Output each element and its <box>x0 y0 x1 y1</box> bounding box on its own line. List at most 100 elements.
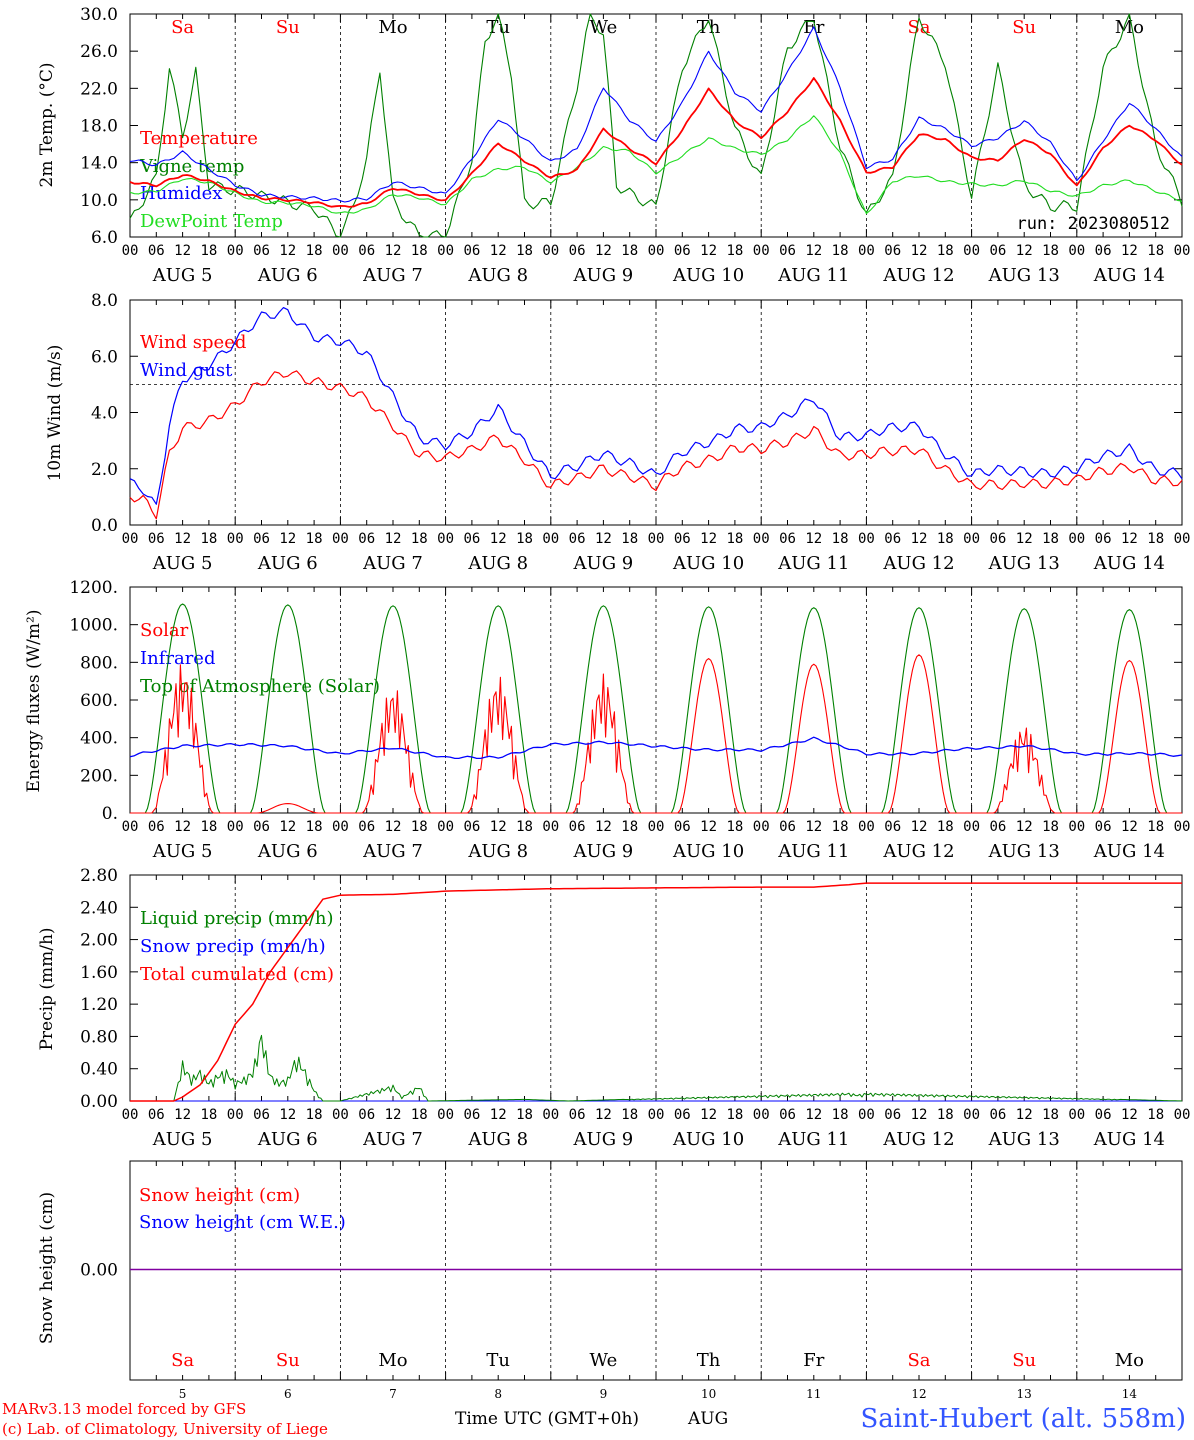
hour-tick-label: 18 <box>1042 1107 1059 1123</box>
hour-tick-label: 06 <box>1095 531 1112 547</box>
hour-tick-label: 12 <box>385 819 402 835</box>
hour-tick-label: 18 <box>832 819 849 835</box>
p4-ylabel: Precip (mm/h) <box>37 927 57 1050</box>
date-label: AUG 8 <box>467 265 528 286</box>
hour-tick-label: 06 <box>989 1107 1006 1123</box>
y-tick-label: 1200. <box>69 578 118 598</box>
hour-tick-label: 06 <box>358 531 375 547</box>
hour-tick-label: 18 <box>937 1107 954 1123</box>
date-label: AUG 12 <box>882 841 954 862</box>
hour-tick-label: 06 <box>463 243 480 259</box>
day-number-bottom: 11 <box>806 1387 821 1401</box>
hour-tick-label: 06 <box>358 819 375 835</box>
hour-tick-label: 00 <box>437 531 454 547</box>
hour-tick-label: 06 <box>253 1107 270 1123</box>
hour-tick-label: 18 <box>411 819 428 835</box>
hour-tick-label: 00 <box>332 531 349 547</box>
hour-tick-label: 12 <box>279 819 296 835</box>
p5-legend-snow-height: Snow height (cm) <box>139 1185 300 1206</box>
temp-series-humidex <box>129 26 1183 203</box>
hour-tick-label: 00 <box>648 1107 665 1123</box>
p1-legend-vigne: Vigne temp <box>139 156 244 177</box>
y-tick-label: 22.0 <box>80 79 118 99</box>
hour-tick-label: 12 <box>279 243 296 259</box>
hour-tick-label: 18 <box>1042 819 1059 835</box>
date-label: AUG 8 <box>467 1129 528 1150</box>
hour-tick-label: 12 <box>490 531 507 547</box>
y-tick-label: 600. <box>80 691 118 711</box>
p1-ylabel: 2m Temp. (°C) <box>37 62 57 187</box>
footer-station: Saint-Hubert (alt. 558m) <box>860 1404 1186 1434</box>
y-tick-label: 2.00 <box>80 931 118 951</box>
date-label: AUG 7 <box>362 553 423 574</box>
hour-tick-label: 18 <box>937 531 954 547</box>
day-name-bottom: Sa <box>907 1350 930 1371</box>
hour-tick-label: 00 <box>753 1107 770 1123</box>
y-tick-label: 2.40 <box>80 898 118 918</box>
day-name-bottom: Tu <box>486 1350 510 1371</box>
hour-tick-label: 18 <box>1147 531 1164 547</box>
p4-legend-total: Total cumulated (cm) <box>140 964 334 985</box>
footer-xlabel: Time UTC (GMT+0h) <box>455 1409 639 1429</box>
y-tick-label: 0.00 <box>80 1092 118 1112</box>
hour-tick-label: 06 <box>358 243 375 259</box>
hour-tick-label: 12 <box>805 531 822 547</box>
hour-tick-label: 00 <box>648 243 665 259</box>
hour-tick-label: 18 <box>621 1107 638 1123</box>
date-label: AUG 14 <box>1093 553 1165 574</box>
day-number-bottom: 7 <box>389 1387 397 1401</box>
hour-tick-label: 00 <box>1068 1107 1085 1123</box>
hour-tick-label: 06 <box>463 819 480 835</box>
hour-tick-label: 06 <box>779 1107 796 1123</box>
hour-tick-label: 18 <box>832 243 849 259</box>
p3-legend-infrared: Infrared <box>140 648 215 669</box>
hour-tick-label: 12 <box>1016 819 1033 835</box>
hour-tick-label: 06 <box>463 1107 480 1123</box>
date-label: AUG 7 <box>362 265 423 286</box>
hour-tick-label: 12 <box>1121 243 1138 259</box>
date-label: AUG 10 <box>672 841 744 862</box>
y-tick-label: 400. <box>80 729 118 749</box>
date-label: AUG 10 <box>672 1129 744 1150</box>
hour-tick-label: 06 <box>674 819 691 835</box>
day-number-bottom: 14 <box>1122 1387 1138 1401</box>
date-label: AUG 14 <box>1093 841 1165 862</box>
hour-tick-label: 18 <box>1147 243 1164 259</box>
hour-tick-label: 12 <box>1121 531 1138 547</box>
hour-tick-label: 00 <box>332 1107 349 1123</box>
day-name-bottom: Su <box>276 1350 300 1371</box>
hour-tick-label: 06 <box>884 531 901 547</box>
date-label: AUG 9 <box>573 265 634 286</box>
hour-tick-label: 06 <box>1095 1107 1112 1123</box>
hour-tick-label: 06 <box>148 1107 165 1123</box>
hour-tick-label: 00 <box>1174 243 1191 259</box>
footer-credit-line1: MARv3.13 model forced by GFS <box>2 1400 246 1418</box>
hour-tick-label: 00 <box>963 531 980 547</box>
hour-tick-label: 06 <box>569 1107 586 1123</box>
liquid-precip-series <box>130 1034 1183 1102</box>
hour-tick-label: 00 <box>753 531 770 547</box>
hour-tick-label: 00 <box>1174 819 1191 835</box>
hour-tick-label: 18 <box>306 243 323 259</box>
hour-tick-label: 18 <box>726 819 743 835</box>
hour-tick-label: 06 <box>884 243 901 259</box>
hour-tick-label: 12 <box>911 1107 928 1123</box>
y-tick-label: 1000. <box>69 616 118 636</box>
hour-tick-label: 06 <box>989 819 1006 835</box>
date-label: AUG 5 <box>152 841 213 862</box>
hour-tick-label: 12 <box>1121 1107 1138 1123</box>
y-tick-label: 0.80 <box>80 1027 118 1047</box>
hour-tick-label: 18 <box>726 243 743 259</box>
hour-tick-label: 18 <box>411 243 428 259</box>
date-label: AUG 11 <box>777 265 849 286</box>
y-tick-label: 1.20 <box>80 995 118 1015</box>
hour-tick-label: 18 <box>200 531 217 547</box>
hour-tick-label: 06 <box>884 819 901 835</box>
date-label: AUG 6 <box>257 1129 318 1150</box>
date-label: AUG 11 <box>777 1129 849 1150</box>
hour-tick-label: 00 <box>963 243 980 259</box>
p5-ylabel: Snow height (cm) <box>37 1192 57 1344</box>
hour-tick-label: 00 <box>122 531 139 547</box>
hour-tick-label: 06 <box>569 243 586 259</box>
hour-tick-label: 06 <box>253 243 270 259</box>
